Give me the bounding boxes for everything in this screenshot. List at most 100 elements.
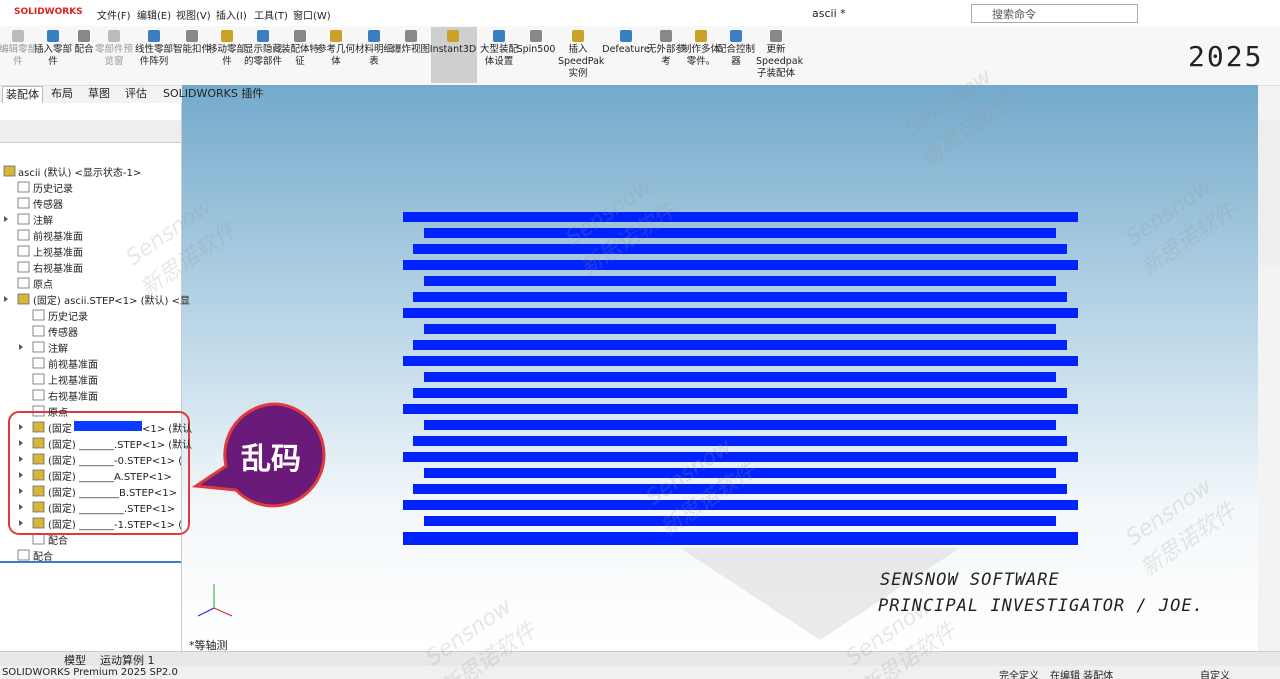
expand-arrow [19,344,23,350]
menu-item[interactable]: 窗口(W) [293,11,331,22]
tree-icon [17,277,30,289]
ribbon-button[interactable]: 爆炸视图 [391,44,430,55]
tree-icon [32,357,45,369]
status-item: 完全定义 [999,671,1039,679]
ribbon-icon [695,30,707,42]
tree-item[interactable]: (固定) _______.STEP<1> (默认 [48,440,193,451]
tree-item[interactable]: 上视基准面 [33,248,83,259]
tree-icon [32,325,45,337]
ribbon-button[interactable]: 编辑零部件 [0,44,37,67]
ribbon-button[interactable]: 材料明细表 [354,44,393,67]
bottom-tab[interactable]: 运动算例 1 [100,654,155,667]
ribbon-button[interactable]: 配合控制器 [716,44,755,67]
ribbon-button[interactable]: 零部件预览窗 [94,44,133,67]
model-stripe [413,388,1067,398]
tree-item[interactable]: 传感器 [48,328,78,339]
tree-item[interactable]: 配合 [33,552,53,563]
ribbon-icon [186,30,198,42]
ribbon-tab[interactable]: 布局 [51,87,73,100]
ribbon-tab[interactable]: 装配体 [2,86,43,103]
menu-item[interactable]: 文件(F) [97,11,131,22]
tree-item[interactable]: 配合 [48,536,68,547]
ribbon-button[interactable]: 智能扣件 [172,44,211,55]
ribbon-button[interactable]: 移动零部件 [207,44,246,67]
ribbon-tab[interactable]: 草图 [88,87,110,100]
model-stripe [403,452,1078,462]
menu-item[interactable]: 编辑(E) [137,11,172,22]
tree-icon [32,389,45,401]
tree-item[interactable]: (固定) _______-0.STEP<1> ( [48,456,183,467]
ribbon-button[interactable]: Instant3D [429,44,477,55]
tree-icon [17,197,30,209]
tree-item[interactable]: (固定) _______A.STEP<1> [48,472,172,483]
expand-arrow [19,488,23,494]
ribbon-button[interactable]: 装配体特征 [280,44,319,67]
ribbon-icon [530,30,542,42]
tree-item[interactable]: 前视基准面 [33,232,83,243]
tree-item[interactable]: 注解 [48,344,68,355]
tree-item[interactable]: 原点 [33,280,53,291]
tree-item[interactable]: 右视基准面 [48,392,98,403]
tree-icon [32,453,45,465]
ribbon-button[interactable]: 制作多体零件。 [681,44,720,67]
search-box[interactable] [971,4,1138,23]
tree-item[interactable]: 右视基准面 [33,264,83,275]
task-pane [1258,120,1280,265]
tree-icon [17,181,30,193]
document-title: ascii * [812,7,846,20]
tree-item[interactable]: (固定) ________B.STEP<1> [48,488,177,499]
ribbon-icon [108,30,120,42]
ribbon-icon [78,30,90,42]
ribbon-icon [493,30,505,42]
tree-item[interactable]: 传感器 [33,200,63,211]
tree-icon [32,421,45,433]
ribbon-button[interactable]: 更新Speedpak子装配体 [756,44,804,79]
tree-icon [32,309,45,321]
triad-z [197,607,215,617]
tree-item[interactable]: 原点 [48,408,68,419]
menu-item[interactable]: 工具(T) [254,11,288,22]
expand-arrow [19,520,23,526]
manager-tabs [0,120,181,143]
model-stripe [413,436,1067,446]
ribbon-button[interactable]: 线性零部件阵列 [134,44,173,67]
ribbon-button[interactable]: Defeature [602,44,650,55]
tree-icon [17,293,30,305]
ribbon-button[interactable]: 插入零部件 [33,44,72,67]
expand-arrow [4,216,8,222]
expand-arrow [4,296,8,302]
menu-item[interactable]: 视图(V) [176,11,211,22]
ribbon-tab[interactable]: 评估 [125,87,147,100]
ribbon-button[interactable]: 参考几何体 [316,44,355,67]
tree-icon [32,501,45,513]
tree-item[interactable]: (固定) _________.STEP<1> [48,504,176,515]
ribbon-button[interactable]: 大型装配体设置 [479,44,518,67]
ribbon-button[interactable]: 配合 [74,44,94,55]
model-stripe [413,292,1067,302]
status-bar [0,666,1280,679]
search-placeholder[interactable]: 搜索命令 [992,8,1036,21]
expand-arrow [19,472,23,478]
ribbon-button[interactable]: 无外部参考 [646,44,685,67]
tree-item[interactable]: 前视基准面 [48,360,98,371]
tree-icon [32,469,45,481]
tree-item[interactable]: 历史记录 [48,312,88,323]
tree-item[interactable]: (固定) ascii.STEP<1> (默认) <显 [33,296,191,307]
menu-item[interactable]: 插入(I) [216,11,247,22]
tree-icon [3,165,16,177]
ribbon-button[interactable]: Spin500 [516,44,556,55]
ribbon-tab[interactable]: SOLIDWORKS 插件 [163,87,264,100]
ribbon-icon [330,30,342,42]
ribbon-button[interactable]: 显示隐藏的零部件 [243,44,282,67]
tree-icon [32,533,45,545]
tree-item[interactable]: 上视基准面 [48,376,98,387]
tree-item[interactable]: 历史记录 [33,184,73,195]
tree-item[interactable]: (固定 [48,424,72,435]
divider [0,561,181,563]
logo: SOLIDWORKS [14,7,83,17]
tree-item-suffix: <1> (默认 [142,424,193,435]
tree-item[interactable]: 注解 [33,216,53,227]
tree-item[interactable]: (固定) _______-1.STEP<1> ( [48,520,183,531]
ribbon-button[interactable]: 插入SpeedPak实例 [558,44,605,79]
bottom-tab[interactable]: 模型 [64,654,86,667]
